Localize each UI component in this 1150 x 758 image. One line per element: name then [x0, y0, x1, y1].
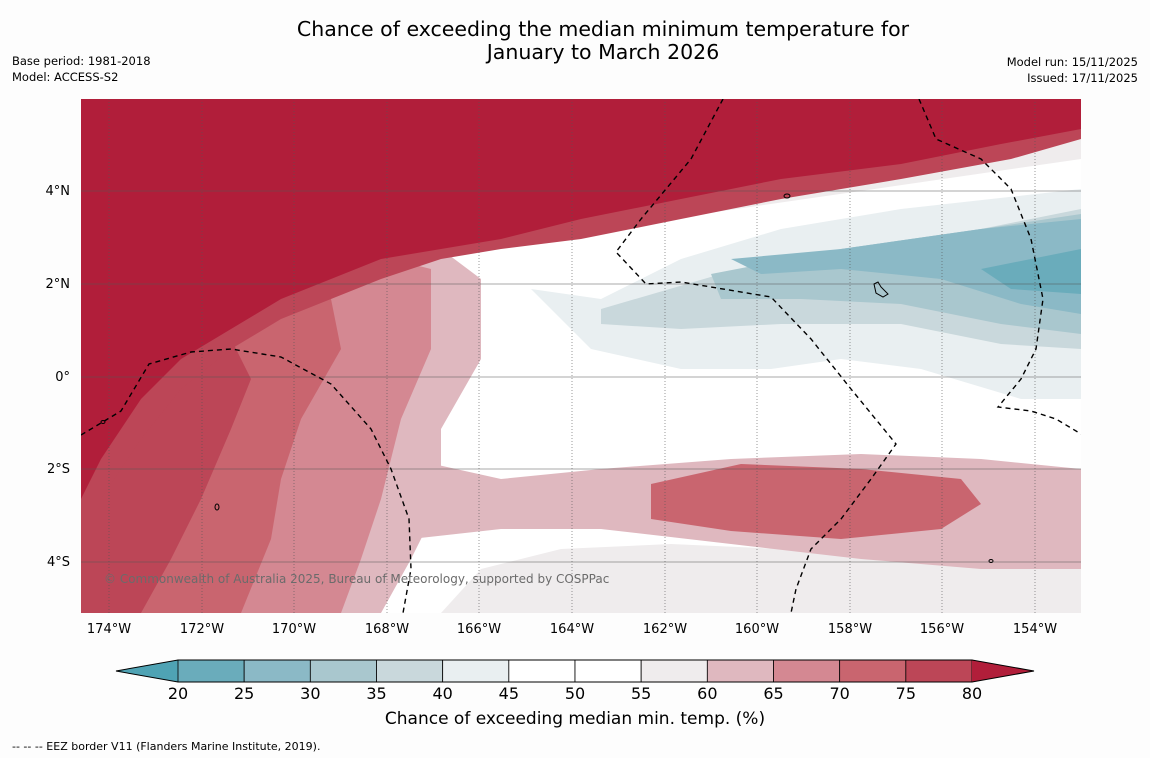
forecast-map	[81, 99, 1081, 613]
colorbar-tick-30: 30	[300, 684, 321, 703]
colorbar-segment-40-45	[442, 659, 510, 683]
island-small-3	[988, 559, 994, 563]
contour-north-above-80	[81, 99, 1081, 499]
lat-label-4S: 4°S	[46, 555, 70, 570]
island-jarvis	[873, 281, 889, 298]
colorbar-segment-75-80	[905, 659, 973, 683]
colorbar-segment-60-65	[706, 659, 774, 683]
contour-south-75	[651, 464, 981, 539]
colorbar-segment-20-25	[177, 659, 245, 683]
colorbar-segment-25-30	[243, 659, 311, 683]
island-howland	[783, 193, 791, 199]
islands	[100, 193, 994, 563]
lon-label-168W: 168°W	[364, 622, 410, 637]
colorbar-segment-65-70	[773, 659, 841, 683]
lon-label-156W: 156°W	[919, 622, 965, 637]
island-small-1	[214, 503, 220, 511]
model-run: Model run: 15/11/2025	[1006, 55, 1138, 69]
colorbar-tick-50: 50	[564, 684, 586, 703]
lon-label-158W: 158°W	[827, 622, 873, 637]
eez-legend-footer: -- -- -- EEZ border V11 (Flanders Marine…	[12, 740, 321, 753]
meta-right: Model run: 15/11/2025 Issued: 17/11/2025	[1007, 55, 1138, 86]
eez-border-east	[918, 99, 1081, 435]
contour-cool-band-20	[981, 249, 1081, 294]
colorbar-segment-50-55	[574, 659, 642, 683]
colorbar-tick-70: 70	[829, 684, 850, 703]
lon-label-174W: 174°W	[86, 622, 132, 637]
colorbar-label: Chance of exceeding median min. temp. (%…	[384, 709, 766, 729]
eez-borders	[81, 99, 1081, 613]
colorbar-tick-75: 75	[895, 684, 916, 703]
colorbar-tick-55: 55	[630, 684, 652, 703]
colorbar-tick-25: 25	[233, 684, 255, 703]
colorbar-segment-45-50	[508, 659, 576, 683]
lon-label-172W: 172°W	[179, 622, 225, 637]
colorbar-segment-70-75	[839, 659, 907, 683]
eez-border-west	[81, 348, 412, 613]
copyright-notice: © Commonwealth of Australia 2025, Bureau…	[104, 572, 610, 586]
lat-label-2N: 2°N	[45, 277, 71, 292]
contour-cool-band-25	[731, 219, 1081, 314]
meta-left: Base period: 1981-2018 Model: ACCESS-S2	[12, 54, 151, 85]
colorbar-tick-40: 40	[432, 684, 453, 703]
colorbar-segments	[177, 659, 973, 683]
colorbar-tick-45: 45	[498, 684, 519, 703]
chart-title: Chance of exceeding the median minimum t…	[0, 18, 1150, 64]
colorbar-tick-35: 35	[366, 684, 387, 703]
colorbar-tick-20: 20	[167, 684, 189, 703]
lon-label-164W: 164°W	[549, 622, 595, 637]
lat-label-2S: 2°S	[46, 462, 70, 477]
base-period: Base period: 1981-2018	[12, 54, 151, 68]
lon-label-154W: 154°W	[1012, 622, 1058, 637]
lon-label-170W: 170°W	[271, 622, 317, 637]
lat-label-0: 0°	[55, 370, 70, 385]
lon-label-162W: 162°W	[642, 622, 688, 637]
colorbar-segment-55-60	[640, 659, 708, 683]
lon-label-166W: 166°W	[456, 622, 502, 637]
colorbar-tick-65: 65	[763, 684, 784, 703]
colorbar-tick-60: 60	[697, 684, 718, 703]
eez-border-central	[615, 99, 897, 613]
title-line-1: Chance of exceeding the median minimum t…	[296, 17, 910, 41]
colorbar-under-arrow	[116, 660, 178, 682]
lat-label-4N: 4°N	[45, 184, 71, 199]
colorbar-segment-35-40	[376, 659, 444, 683]
contour-south-55-60	[81, 544, 1081, 613]
colorbar-tick-80: 80	[961, 684, 983, 703]
colorbar-segment-30-35	[309, 659, 377, 683]
map-panel	[81, 99, 1081, 613]
issued-date: Issued: 17/11/2025	[1027, 70, 1138, 85]
colorbar-outline	[115, 659, 1035, 683]
lon-label-160W: 160°W	[734, 622, 780, 637]
island-small-2	[100, 420, 106, 424]
graticule-lat	[81, 190, 1081, 563]
title-line-2: January to March 2026	[486, 40, 720, 64]
colorbar-over-arrow	[972, 660, 1034, 682]
model-name: Model: ACCESS-S2	[12, 69, 119, 84]
